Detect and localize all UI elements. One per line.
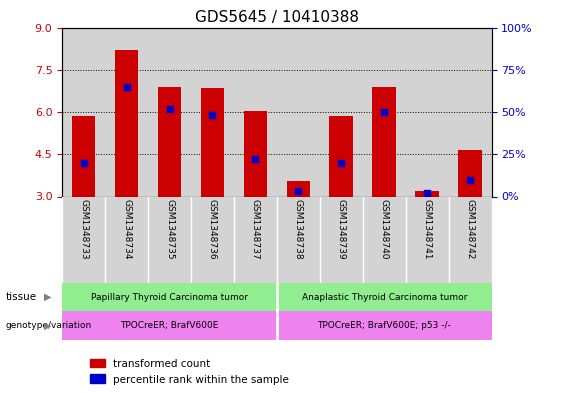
Bar xyxy=(105,196,148,283)
Bar xyxy=(458,150,482,196)
Bar xyxy=(277,196,320,283)
Bar xyxy=(105,28,148,196)
Bar xyxy=(201,88,224,196)
Text: ▶: ▶ xyxy=(44,292,52,302)
Point xyxy=(251,156,260,162)
Bar xyxy=(363,28,406,196)
Point xyxy=(79,160,88,166)
Bar xyxy=(148,28,191,196)
Text: tissue: tissue xyxy=(6,292,37,302)
Bar xyxy=(372,87,396,196)
Bar xyxy=(277,283,492,311)
Bar xyxy=(191,196,234,283)
Text: GSM1348740: GSM1348740 xyxy=(380,199,389,260)
Bar xyxy=(406,28,449,196)
Bar xyxy=(286,181,310,196)
Point xyxy=(165,105,174,112)
Point xyxy=(208,112,217,119)
Bar xyxy=(329,116,353,196)
Text: GSM1348737: GSM1348737 xyxy=(251,199,260,260)
Bar xyxy=(234,28,277,196)
Text: transformed count: transformed count xyxy=(113,359,210,369)
Point xyxy=(466,176,475,183)
Bar xyxy=(244,110,267,196)
Text: Anaplastic Thyroid Carcinoma tumor: Anaplastic Thyroid Carcinoma tumor xyxy=(302,293,467,301)
Point xyxy=(380,109,389,115)
Bar xyxy=(277,311,492,340)
Bar xyxy=(449,28,492,196)
Bar xyxy=(62,311,277,340)
Bar xyxy=(62,283,277,311)
Bar xyxy=(191,28,234,196)
Bar xyxy=(449,196,492,283)
Text: GSM1348739: GSM1348739 xyxy=(337,199,346,260)
Text: GSM1348742: GSM1348742 xyxy=(466,199,475,259)
Point xyxy=(423,190,432,196)
Bar xyxy=(320,196,363,283)
Bar xyxy=(72,116,95,196)
Bar xyxy=(415,191,439,196)
Bar xyxy=(277,28,320,196)
Bar xyxy=(62,196,105,283)
Point xyxy=(337,160,346,166)
Text: ▶: ▶ xyxy=(44,320,52,331)
Bar xyxy=(62,28,105,196)
Text: TPOCreER; BrafV600E: TPOCreER; BrafV600E xyxy=(120,321,219,330)
Text: TPOCreER; BrafV600E; p53 -/-: TPOCreER; BrafV600E; p53 -/- xyxy=(318,321,451,330)
Bar xyxy=(148,196,191,283)
Text: GSM1348735: GSM1348735 xyxy=(165,199,174,260)
Point xyxy=(294,188,303,195)
Text: GSM1348738: GSM1348738 xyxy=(294,199,303,260)
Text: percentile rank within the sample: percentile rank within the sample xyxy=(113,375,289,385)
Text: genotype/variation: genotype/variation xyxy=(6,321,92,330)
Text: GSM1348741: GSM1348741 xyxy=(423,199,432,260)
Point xyxy=(122,84,131,90)
Bar xyxy=(320,28,363,196)
Text: GSM1348736: GSM1348736 xyxy=(208,199,217,260)
Title: GDS5645 / 10410388: GDS5645 / 10410388 xyxy=(195,10,359,25)
Bar xyxy=(363,196,406,283)
Text: GSM1348734: GSM1348734 xyxy=(122,199,131,260)
Bar xyxy=(158,87,181,196)
Bar xyxy=(234,196,277,283)
Text: GSM1348733: GSM1348733 xyxy=(79,199,88,260)
Bar xyxy=(115,50,138,196)
Bar xyxy=(406,196,449,283)
Text: Papillary Thyroid Carcinoma tumor: Papillary Thyroid Carcinoma tumor xyxy=(91,293,248,301)
